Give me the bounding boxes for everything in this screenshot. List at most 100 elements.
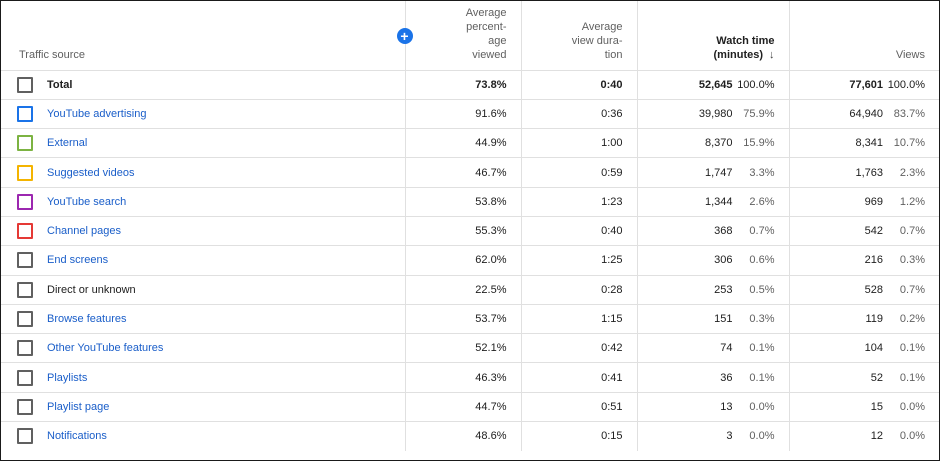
views-cell: 1,763 2.3% (788, 157, 939, 188)
traffic-source-label: Total (47, 78, 73, 91)
row-checkbox[interactable] (17, 340, 33, 357)
watch-time-value: 39,980 (698, 107, 733, 120)
average-view-duration-value: 0:36 (601, 107, 623, 120)
traffic-source-label[interactable]: Other YouTube features (47, 342, 164, 355)
average-percentage-viewed-cell: 46.3% (404, 362, 521, 393)
watch-time-value: 151 (714, 313, 733, 326)
average-percentage-viewed-cell: 73.8% (404, 70, 521, 100)
row-checkbox[interactable] (17, 281, 33, 298)
traffic-source-label[interactable]: YouTube search (47, 195, 127, 208)
average-percentage-viewed-cell: 48.6% (404, 421, 521, 451)
column-header-watch-time[interactable]: Watch time (minutes) ↓ (636, 1, 789, 71)
average-percentage-viewed-cell: 91.6% (404, 99, 521, 130)
traffic-source-label[interactable]: Browse features (47, 313, 127, 326)
traffic-source-label[interactable]: Suggested videos (47, 166, 135, 179)
row-checkbox[interactable] (17, 164, 33, 181)
views-header-label: Views (895, 48, 925, 61)
average-percentage-viewed-value: 91.6% (475, 107, 507, 120)
views-value: 52 (870, 371, 883, 384)
table-row: External 44.9% 1:00 8,370 15.9% 8,341 10.7% (1, 128, 939, 159)
average-view-duration-cell: 1:23 (520, 187, 637, 217)
watch-time-value: 1,344 (704, 195, 733, 208)
views-share: 0.1% (899, 342, 925, 355)
row-checkbox[interactable] (17, 105, 33, 122)
watch-time-value: 52,645 (698, 78, 733, 91)
watch-time-share: 0.6% (749, 254, 775, 267)
traffic-source-cell: External (1, 128, 405, 159)
average-percentage-viewed-value: 52.1% (475, 342, 507, 355)
average-view-duration-cell: 0:40 (520, 216, 637, 247)
traffic-source-label[interactable]: Channel pages (47, 225, 122, 238)
header-line: age (488, 34, 507, 47)
row-checkbox[interactable] (17, 223, 33, 240)
column-header-average-view-duration[interactable]: Average view dura- tion (520, 1, 637, 71)
views-cell: 15 0.0% (788, 392, 939, 423)
views-share: 0.1% (899, 371, 925, 384)
traffic-source-cell: Playlists (1, 362, 405, 393)
header-line: Average (465, 6, 507, 19)
average-view-duration-value: 0:59 (601, 166, 623, 179)
views-value: 119 (865, 313, 883, 326)
average-view-duration-value: 0:28 (601, 283, 623, 296)
watch-time-cell: 368 0.7% (636, 216, 789, 247)
row-checkbox[interactable] (17, 428, 33, 445)
column-header-views[interactable]: Views (788, 1, 939, 71)
average-view-duration-value: 1:00 (601, 137, 623, 150)
average-view-duration-cell: 0:36 (520, 99, 637, 130)
views-cell: 542 0.7% (788, 216, 939, 247)
views-cell: 8,341 10.7% (788, 128, 939, 159)
average-percentage-viewed-value: 48.6% (475, 430, 507, 443)
header-row: Traffic source + Average percent- age vi… (1, 1, 939, 71)
table-row: Suggested videos 46.7% 0:59 1,747 3.3% 1,763 2… (1, 157, 939, 188)
traffic-source-label[interactable]: YouTube advertising (47, 107, 147, 120)
views-value: 542 (864, 225, 883, 238)
traffic-source-label[interactable]: Playlist page (47, 400, 110, 413)
average-view-duration-value: 1:15 (601, 313, 623, 326)
watch-time-share: 0.1% (749, 342, 775, 355)
watch-time-cell: 3 0.0% (636, 421, 789, 451)
average-percentage-viewed-value: 46.7% (475, 166, 507, 179)
watch-time-value: 368 (714, 225, 733, 238)
watch-time-share: 3.3% (749, 166, 775, 179)
table-row: YouTube search 53.8% 1:23 1,344 2.6% 969 1.2% (1, 187, 939, 217)
row-checkbox[interactable] (17, 193, 33, 210)
total-row: Total 73.8% 0:40 52,645 100.0% 77,601 100.0% (1, 70, 939, 100)
watch-time-cell: 253 0.5% (636, 275, 789, 305)
column-header-average-percentage-viewed[interactable]: Average percent- age viewed (404, 1, 521, 71)
average-percentage-viewed-value: 46.3% (475, 371, 507, 384)
average-percentage-viewed-value: 44.7% (475, 400, 507, 413)
row-checkbox[interactable] (17, 398, 33, 415)
watch-time-cell: 13 0.0% (636, 392, 789, 423)
traffic-source-label[interactable]: External (47, 137, 88, 150)
watch-time-share: 100.0% (737, 78, 775, 91)
watch-time-cell: 8,370 15.9% (636, 128, 789, 159)
watch-time-cell: 1,747 3.3% (636, 157, 789, 188)
watch-time-cell: 74 0.1% (636, 333, 789, 364)
arrow-down-icon[interactable]: ↓ (769, 48, 775, 61)
watch-time-share: 0.0% (749, 400, 775, 413)
views-value: 216 (864, 254, 883, 267)
traffic-source-label[interactable]: Playlists (47, 371, 88, 384)
table-row: End screens 62.0% 1:25 306 0.6% 216 0.3% (1, 245, 939, 276)
row-checkbox[interactable] (17, 369, 33, 386)
average-view-duration-cell: 0:40 (520, 70, 637, 100)
header-line: Watch time (716, 34, 775, 47)
traffic-source-label[interactable]: End screens (47, 254, 109, 267)
row-checkbox[interactable] (17, 311, 33, 328)
views-cell: 77,601 100.0% (788, 70, 939, 100)
row-checkbox[interactable] (17, 76, 33, 93)
traffic-source-label[interactable]: Notifications (47, 430, 107, 443)
views-cell: 216 0.3% (788, 245, 939, 276)
average-view-duration-cell: 0:28 (520, 275, 637, 305)
average-percentage-viewed-cell: 22.5% (404, 275, 521, 305)
table-row: Playlist page 44.7% 0:51 13 0.0% 15 0.0% (1, 392, 939, 423)
average-percentage-viewed-value: 22.5% (475, 283, 507, 296)
row-checkbox[interactable] (17, 135, 33, 152)
plus-circle-icon[interactable]: + (396, 28, 413, 44)
average-percentage-viewed-cell: 46.7% (404, 157, 521, 188)
views-share: 0.0% (899, 400, 925, 413)
row-checkbox[interactable] (17, 252, 33, 269)
header-line: Average (581, 20, 623, 33)
watch-time-cell: 39,980 75.9% (636, 99, 789, 130)
average-view-duration-value: 1:25 (601, 254, 623, 267)
